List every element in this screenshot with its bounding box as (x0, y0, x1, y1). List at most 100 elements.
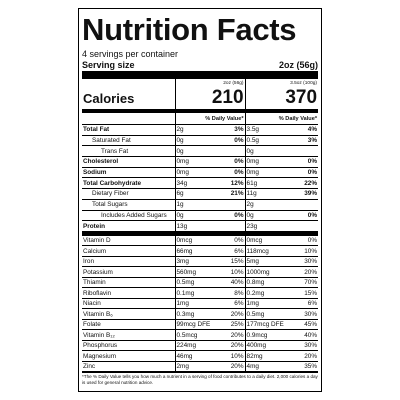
nutrient-name: Calcium (82, 245, 175, 257)
daily-value (287, 145, 319, 158)
amount: 0g (174, 135, 217, 147)
daily-value: 0% (287, 233, 319, 247)
calories-label: Calories (82, 87, 175, 113)
amount: 23g (244, 220, 288, 236)
title: Nutrition Facts (82, 12, 297, 47)
daily-value: 20% (217, 308, 246, 320)
calories-value: 370 (244, 87, 319, 113)
daily-value: 45% (287, 319, 319, 331)
nutrient-row: Protein 13g 23g (82, 220, 319, 236)
nutrient-name: Potassium (82, 266, 175, 278)
daily-value: 25% (217, 319, 246, 331)
daily-value: 40% (287, 329, 319, 341)
column-header: 2oz (56g) (174, 79, 246, 87)
amount: 0.2mg (244, 287, 288, 299)
amount: 5mg (244, 256, 288, 268)
nutrient-row: Saturated Fat 0g 0% 0.5g 3% (82, 135, 319, 147)
amount: 2mg (174, 361, 217, 374)
nutrient-name: Total Carbohydrate (82, 177, 175, 190)
daily-value (217, 145, 246, 158)
daily-value: 20% (287, 266, 319, 278)
daily-value-header: % Daily Value* (244, 111, 319, 125)
amount: 0.1mg (174, 287, 217, 299)
footnote: *The % Daily Value tells you how much a … (82, 374, 318, 386)
daily-value: 10% (217, 350, 246, 362)
daily-value: 0% (287, 167, 319, 179)
nutrient-name: Thiamin (82, 277, 175, 289)
nutrient-row: Magnesium 46mg 10% 82mg 20% (82, 350, 319, 362)
daily-value: 10% (217, 266, 246, 278)
amount: 3mg (174, 256, 217, 268)
amount: 99mcg DFE (174, 319, 217, 331)
daily-value: 20% (287, 350, 319, 362)
amount: 1mg (244, 298, 288, 310)
amount: 0.5mg (244, 308, 288, 320)
amount: 61g (244, 177, 288, 190)
amount: 0.8mg (244, 277, 288, 289)
nutrient-row: Vitamin B₆ 0.3mg 20% 0.5mg 30% (82, 308, 319, 320)
amount: 0g (174, 210, 217, 222)
amount: 400mg (244, 340, 288, 352)
amount: 0mg (244, 156, 288, 168)
servings: 4 servings per container (82, 49, 179, 59)
nutrient-name: Saturated Fat (82, 135, 175, 147)
serving-size-label: Serving size (82, 60, 135, 70)
serving-size: 2oz (56g) (278, 60, 318, 70)
nutrients: Total Fat 2g 3% 3.5g 4% Saturated Fat 0g 0% 0.5g… (82, 124, 319, 236)
amount: 0.3mg (174, 308, 217, 320)
facts-table: 2oz (56g) 3.5oz (100g) Calories 210 370 … (82, 79, 319, 374)
daily-value: 0% (287, 156, 319, 168)
daily-value-header: % Daily Value* (174, 111, 246, 125)
amount: 3.5g (244, 124, 288, 136)
nutrient-row: Cholesterol 0mg 0% 0mg 0% (82, 156, 319, 168)
nutrient-name: Vitamin B₁₂ (82, 329, 175, 341)
nutrient-name: Total Fat (82, 124, 175, 136)
amount: 13g (174, 220, 217, 236)
amount: 0g (244, 210, 288, 222)
amount: 560mg (174, 266, 217, 278)
daily-value: 10% (287, 245, 319, 257)
amount: 0.5g (244, 135, 288, 147)
amount: 0g (174, 145, 217, 158)
nutrient-row: Sodium 0mg 0% 0mg 0% (82, 167, 319, 179)
nutrient-name: Includes Added Sugars (82, 210, 175, 222)
amount: 4mg (244, 361, 288, 374)
nutrient-row: Riboflavin 0.1mg 8% 0.2mg 15% (82, 287, 319, 299)
amount: 0.9mcg (244, 329, 288, 341)
nutrient-name: Niacin (82, 298, 175, 310)
daily-value: 6% (287, 298, 319, 310)
nutrient-row: Includes Added Sugars 0g 0% 0g 0% (82, 210, 319, 222)
serving-size-row: Serving size 2oz (56g) (82, 60, 318, 71)
daily-value: 8% (217, 287, 246, 299)
nutrient-row: Phosphorus 224mg 20% 400mg 30% (82, 340, 319, 352)
nutrient-name: Phosphorus (82, 340, 175, 352)
amount: 0mcg (174, 233, 217, 247)
daily-value: 0% (287, 210, 319, 222)
nutrient-name: Zinc (82, 361, 175, 374)
nutrient-name: Cholesterol (82, 156, 175, 168)
daily-value: 0% (217, 167, 246, 179)
calories-value: 210 (174, 87, 246, 113)
daily-value: 3% (217, 124, 246, 136)
amount: 0.5mg (174, 277, 217, 289)
nutrient-row: Calcium 66mg 6% 118mcg 10% (82, 245, 319, 257)
nutrient-row: Potassium 560mg 10% 1000mg 20% (82, 266, 319, 278)
daily-value: 3% (287, 135, 319, 147)
amount: 118mcg (244, 245, 288, 257)
daily-value: 70% (287, 277, 319, 289)
nutrient-name: Total Sugars (82, 199, 175, 211)
nutrient-name: Iron (82, 256, 175, 268)
amount: 1mg (174, 298, 217, 310)
daily-value: 15% (287, 287, 319, 299)
divider-bar (82, 71, 318, 79)
daily-value: 0% (217, 156, 246, 168)
daily-value: 20% (217, 329, 246, 341)
daily-value: 40% (217, 277, 246, 289)
daily-value: 30% (287, 340, 319, 352)
amount: 177mcg DFE (244, 319, 288, 331)
daily-value: 6% (217, 298, 246, 310)
daily-value: 6% (217, 245, 246, 257)
amount: 0mg (174, 156, 217, 168)
nutrient-name: Dietary Fiber (82, 188, 175, 200)
daily-value: 30% (287, 308, 319, 320)
